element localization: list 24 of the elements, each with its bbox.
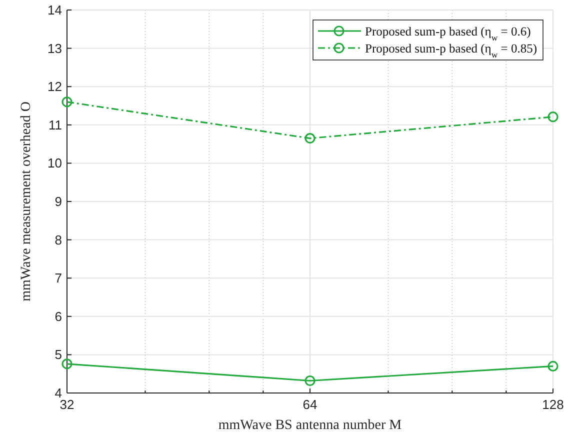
y-tick-label: 7 <box>54 270 62 286</box>
y-axis-title: mmWave measurement overhead O <box>19 102 34 302</box>
point <box>304 375 316 386</box>
y-tick-label: 4 <box>54 386 62 400</box>
y-tick-label: 5 <box>54 347 62 362</box>
point <box>548 112 558 122</box>
y-tick-label: 9 <box>54 194 62 209</box>
y-tick-label: 12 <box>48 79 62 94</box>
x-tick-label: 32 <box>60 397 74 412</box>
point <box>548 360 558 372</box>
y-tick-label: 13 <box>48 40 62 56</box>
x-tick-label: 128 <box>542 397 564 412</box>
y-tick-label: 8 <box>54 232 62 248</box>
point <box>62 358 72 370</box>
legend-label: Proposed sum-p based (η$_{w}$ = 0.6) <box>365 24 531 42</box>
point <box>62 96 72 108</box>
point <box>304 133 316 144</box>
y-tick-label: 10 <box>48 156 62 171</box>
y-tick-label: 14 <box>48 2 62 18</box>
x-tick-label: 64 <box>302 397 318 412</box>
y-tick-label: 11 <box>48 117 62 132</box>
legend-label: Proposed sum-p based (η$_{w}$ = 0.85) <box>365 42 537 60</box>
x-axis-title: mmWave BS antenna number M <box>218 418 402 433</box>
y-tick-label: 6 <box>54 308 62 324</box>
